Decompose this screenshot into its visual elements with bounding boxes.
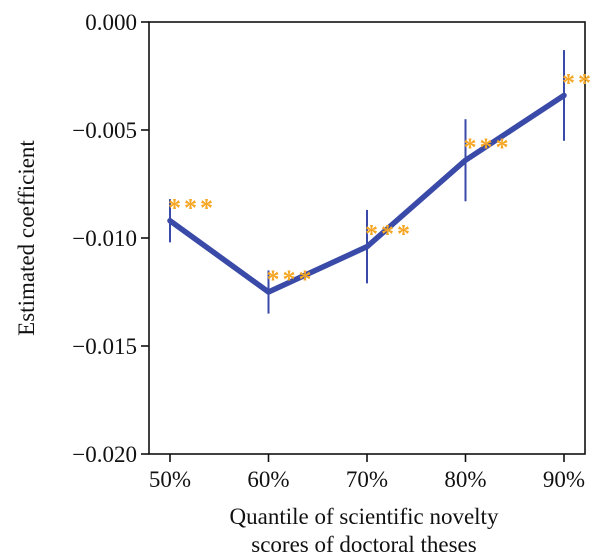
x-axis-title-line-2: scores of doctoral theses bbox=[251, 532, 477, 557]
y-axis-ticks: 0.000 −0.005 −0.010 −0.015 −0.020 bbox=[72, 10, 149, 467]
x-tick-label: 50% bbox=[149, 467, 191, 492]
data-point bbox=[463, 157, 468, 163]
y-tick-label: −0.010 bbox=[72, 226, 137, 251]
x-axis-title-line-1: Quantile of scientific novelty bbox=[230, 504, 499, 529]
data-point bbox=[167, 218, 173, 224]
y-tick-label: 0.000 bbox=[85, 10, 137, 35]
data-point bbox=[364, 244, 370, 250]
data-point bbox=[266, 289, 271, 295]
significance-label: *** bbox=[168, 194, 216, 223]
significance-label: *** bbox=[562, 68, 595, 97]
y-tick-label: −0.015 bbox=[72, 334, 137, 359]
x-tick-label: 60% bbox=[247, 467, 289, 492]
x-tick-label: 90% bbox=[543, 467, 585, 492]
x-tick-label: 80% bbox=[444, 467, 486, 492]
y-axis-title: Estimated coefficient bbox=[14, 140, 39, 336]
x-tick-label: 70% bbox=[346, 467, 388, 492]
y-tick-label: −0.005 bbox=[72, 118, 137, 143]
significance-label: *** bbox=[267, 265, 315, 294]
data-marks: *** *** *** *** *** bbox=[167, 50, 595, 314]
data-point bbox=[561, 92, 567, 98]
x-axis-ticks: 50% 60% 70% 80% 90% bbox=[149, 454, 585, 492]
y-tick-label: −0.020 bbox=[72, 442, 137, 467]
significance-label: *** bbox=[464, 133, 512, 162]
significance-label: *** bbox=[365, 220, 413, 249]
